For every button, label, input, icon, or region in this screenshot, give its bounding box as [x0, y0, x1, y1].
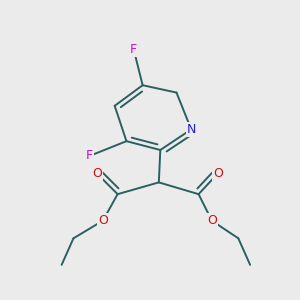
- Text: N: N: [187, 123, 196, 136]
- Text: O: O: [98, 214, 108, 227]
- Text: O: O: [92, 167, 102, 180]
- Text: F: F: [130, 44, 137, 56]
- Text: F: F: [86, 149, 93, 162]
- Text: O: O: [207, 214, 217, 227]
- Text: O: O: [213, 167, 223, 180]
